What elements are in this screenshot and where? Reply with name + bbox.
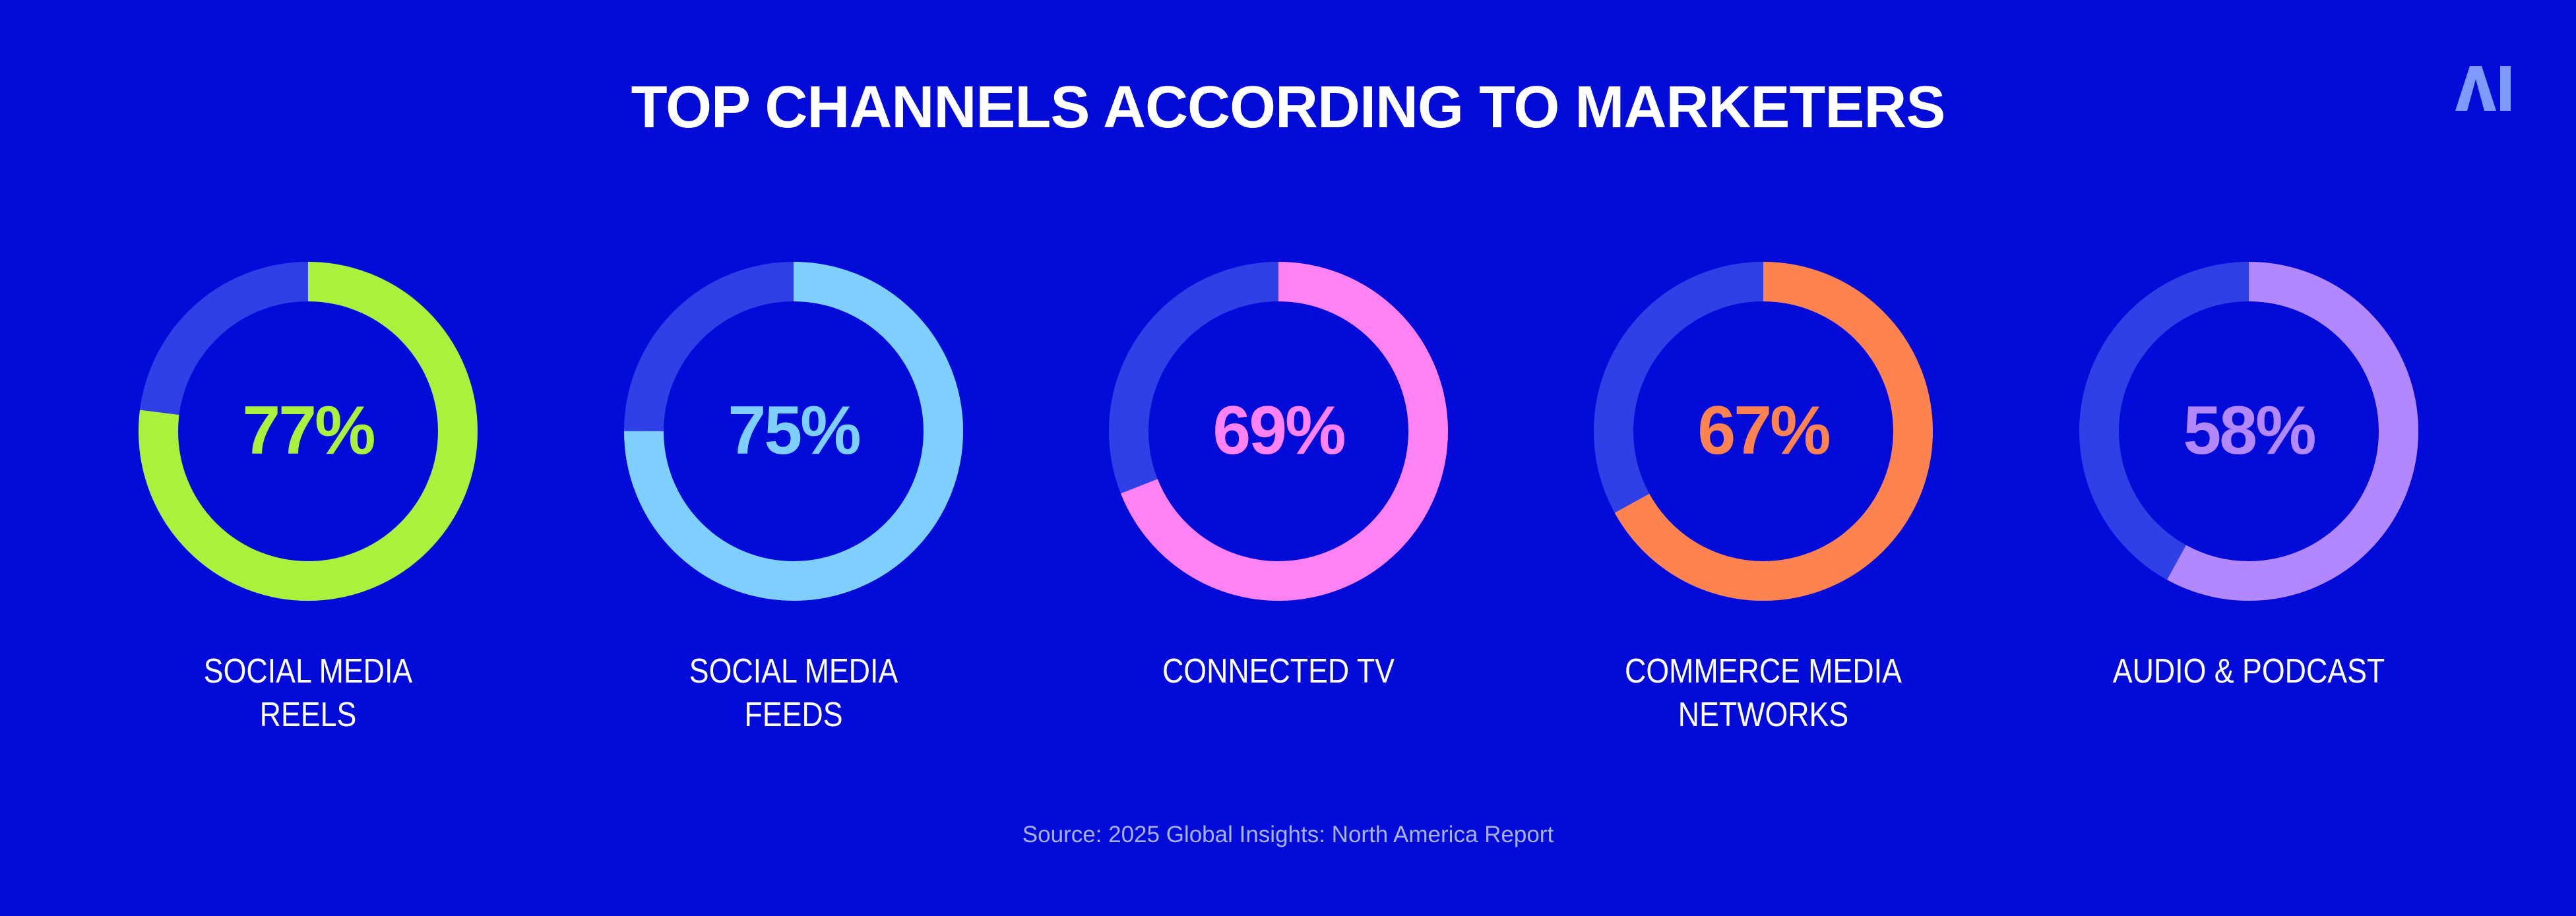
channel-label-line: REELS [259, 696, 357, 734]
channel-label-line: AUDIO & PODCAST [2112, 652, 2385, 690]
channel-label-line: CONNECTED TV [1162, 652, 1395, 690]
channel-label-line: NETWORKS [1678, 696, 1849, 734]
value-label: 75% [728, 392, 860, 469]
channel-label: SOCIAL MEDIA REELS [138, 650, 478, 737]
channel-label-line: COMMERCE MEDIA [1625, 652, 1902, 690]
donut-arc [1594, 262, 1933, 601]
channel-label: COMMERCE MEDIA NETWORKS [1593, 650, 1933, 737]
ai-logo: AI [2455, 66, 2511, 111]
channel-label-line: SOCIAL MEDIA [203, 652, 413, 690]
source-note: Source: 2025 Global Insights: North Amer… [1022, 822, 1554, 847]
value-label: 67% [1697, 392, 1829, 469]
channel-label: SOCIAL MEDIA FEEDS [623, 650, 964, 737]
page-title: TOP CHANNELS ACCORDING TO MARKETERS [631, 75, 1946, 140]
channel-label-line: SOCIAL MEDIA [689, 652, 898, 690]
donut-arc [1109, 262, 1448, 601]
channel-label: CONNECTED TV [1108, 650, 1449, 693]
donut-arc [2079, 262, 2418, 601]
value-label: 69% [1212, 392, 1344, 469]
channel-label-line: FEEDS [744, 696, 843, 734]
channel-label: AUDIO & PODCAST [2079, 650, 2419, 693]
value-label: 77% [242, 392, 374, 469]
value-label: 58% [2183, 392, 2315, 469]
donut-arc [624, 262, 963, 601]
donut-arc [139, 262, 478, 601]
